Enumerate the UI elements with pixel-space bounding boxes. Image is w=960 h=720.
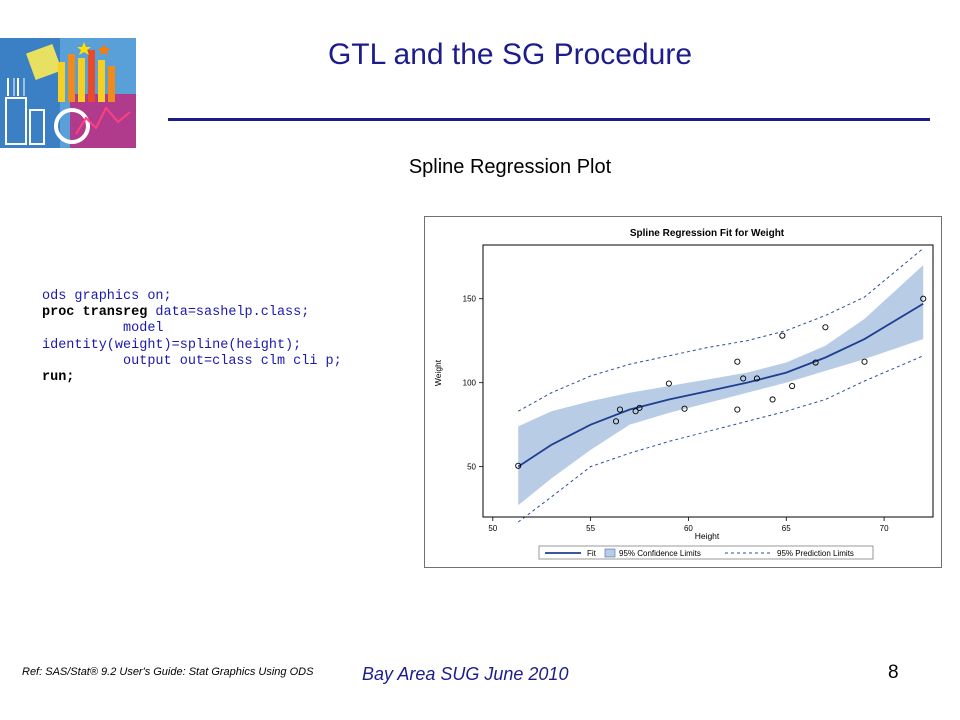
code-line-3: model bbox=[42, 321, 164, 337]
page-number: 8 bbox=[888, 662, 899, 683]
data-point bbox=[734, 406, 741, 413]
data-point bbox=[734, 358, 741, 365]
sas-code-block: ods graphics on; proc transreg data=sash… bbox=[42, 289, 412, 386]
data-point bbox=[822, 324, 829, 331]
chart-svg: Spline Regression Fit for Weight 50 55 60 6… bbox=[433, 228, 934, 560]
prediction-limits-layer bbox=[517, 247, 924, 523]
data-point bbox=[616, 406, 624, 413]
x-tick-label: 50 bbox=[488, 524, 497, 533]
data-point bbox=[515, 462, 522, 469]
code-line-6: run; bbox=[42, 370, 75, 386]
code-line-5: output out=class clm cli p; bbox=[42, 353, 342, 369]
x-tick-label: 55 bbox=[586, 524, 595, 533]
data-point bbox=[779, 332, 786, 339]
footer-reference: Ref: SAS/Stat® 9.2 User's Guide: Stat Gr… bbox=[22, 666, 314, 678]
fit-line-layer bbox=[517, 302, 924, 468]
prediction-lower-line bbox=[517, 355, 924, 523]
data-point bbox=[789, 382, 796, 390]
chart-legend: Fit 95% Confidence Limits 95% Prediction… bbox=[538, 545, 874, 560]
title-divider bbox=[168, 118, 930, 121]
data-point bbox=[681, 405, 688, 412]
data-point bbox=[636, 404, 643, 411]
code-line-1: ods graphics on; bbox=[42, 289, 172, 304]
plot-area-frame bbox=[482, 244, 934, 518]
legend-clm-swatch bbox=[604, 548, 616, 558]
data-point bbox=[740, 375, 747, 382]
y-tick-label: 50 bbox=[467, 463, 476, 472]
data-point bbox=[632, 408, 639, 415]
fit-line bbox=[517, 302, 924, 468]
prediction-upper-line bbox=[517, 247, 924, 412]
y-axis-label: Weight bbox=[433, 359, 443, 386]
y-tick-label: 150 bbox=[463, 295, 477, 304]
data-point bbox=[769, 396, 776, 403]
data-point bbox=[920, 295, 927, 302]
legend-clm-label: 95% Confidence Limits bbox=[619, 549, 701, 558]
code-line-2-keyword: proc transreg bbox=[42, 305, 148, 321]
x-tick-label: 65 bbox=[782, 524, 791, 533]
chart-title: Spline Regression Fit for Weight bbox=[630, 228, 785, 239]
confidence-band-layer bbox=[518, 265, 924, 506]
confidence-band bbox=[518, 265, 924, 506]
y-axis-ticks: 50 100 150 bbox=[463, 295, 483, 472]
x-axis-label: Height bbox=[695, 531, 720, 541]
legend-fit-label: Fit bbox=[587, 549, 597, 558]
legend-cli-label: 95% Prediction Limits bbox=[777, 549, 854, 558]
stats-collage-logo-icon bbox=[0, 38, 136, 148]
data-point bbox=[861, 358, 868, 365]
y-tick-label: 100 bbox=[463, 379, 477, 388]
slide-title: GTL and the SG Procedure bbox=[327, 38, 693, 71]
footer-event-name: Bay Area SUG June 2010 bbox=[362, 664, 569, 684]
data-point bbox=[612, 418, 620, 425]
code-line-2-rest: data=sashelp.class; bbox=[147, 305, 310, 321]
data-point bbox=[812, 359, 819, 366]
data-points-layer bbox=[515, 295, 927, 469]
x-tick-label: 60 bbox=[684, 524, 693, 533]
spline-regression-chart: Spline Regression Fit for Weight 50 55 60 6… bbox=[424, 216, 942, 568]
code-line-4: identity(weight)=spline(height); bbox=[42, 337, 302, 353]
x-tick-label: 70 bbox=[880, 524, 889, 533]
data-point bbox=[665, 380, 672, 387]
slide-subtitle: Spline Regression Plot bbox=[408, 156, 612, 178]
x-axis-ticks: 50 55 60 65 70 bbox=[488, 517, 889, 533]
data-point bbox=[753, 375, 760, 382]
